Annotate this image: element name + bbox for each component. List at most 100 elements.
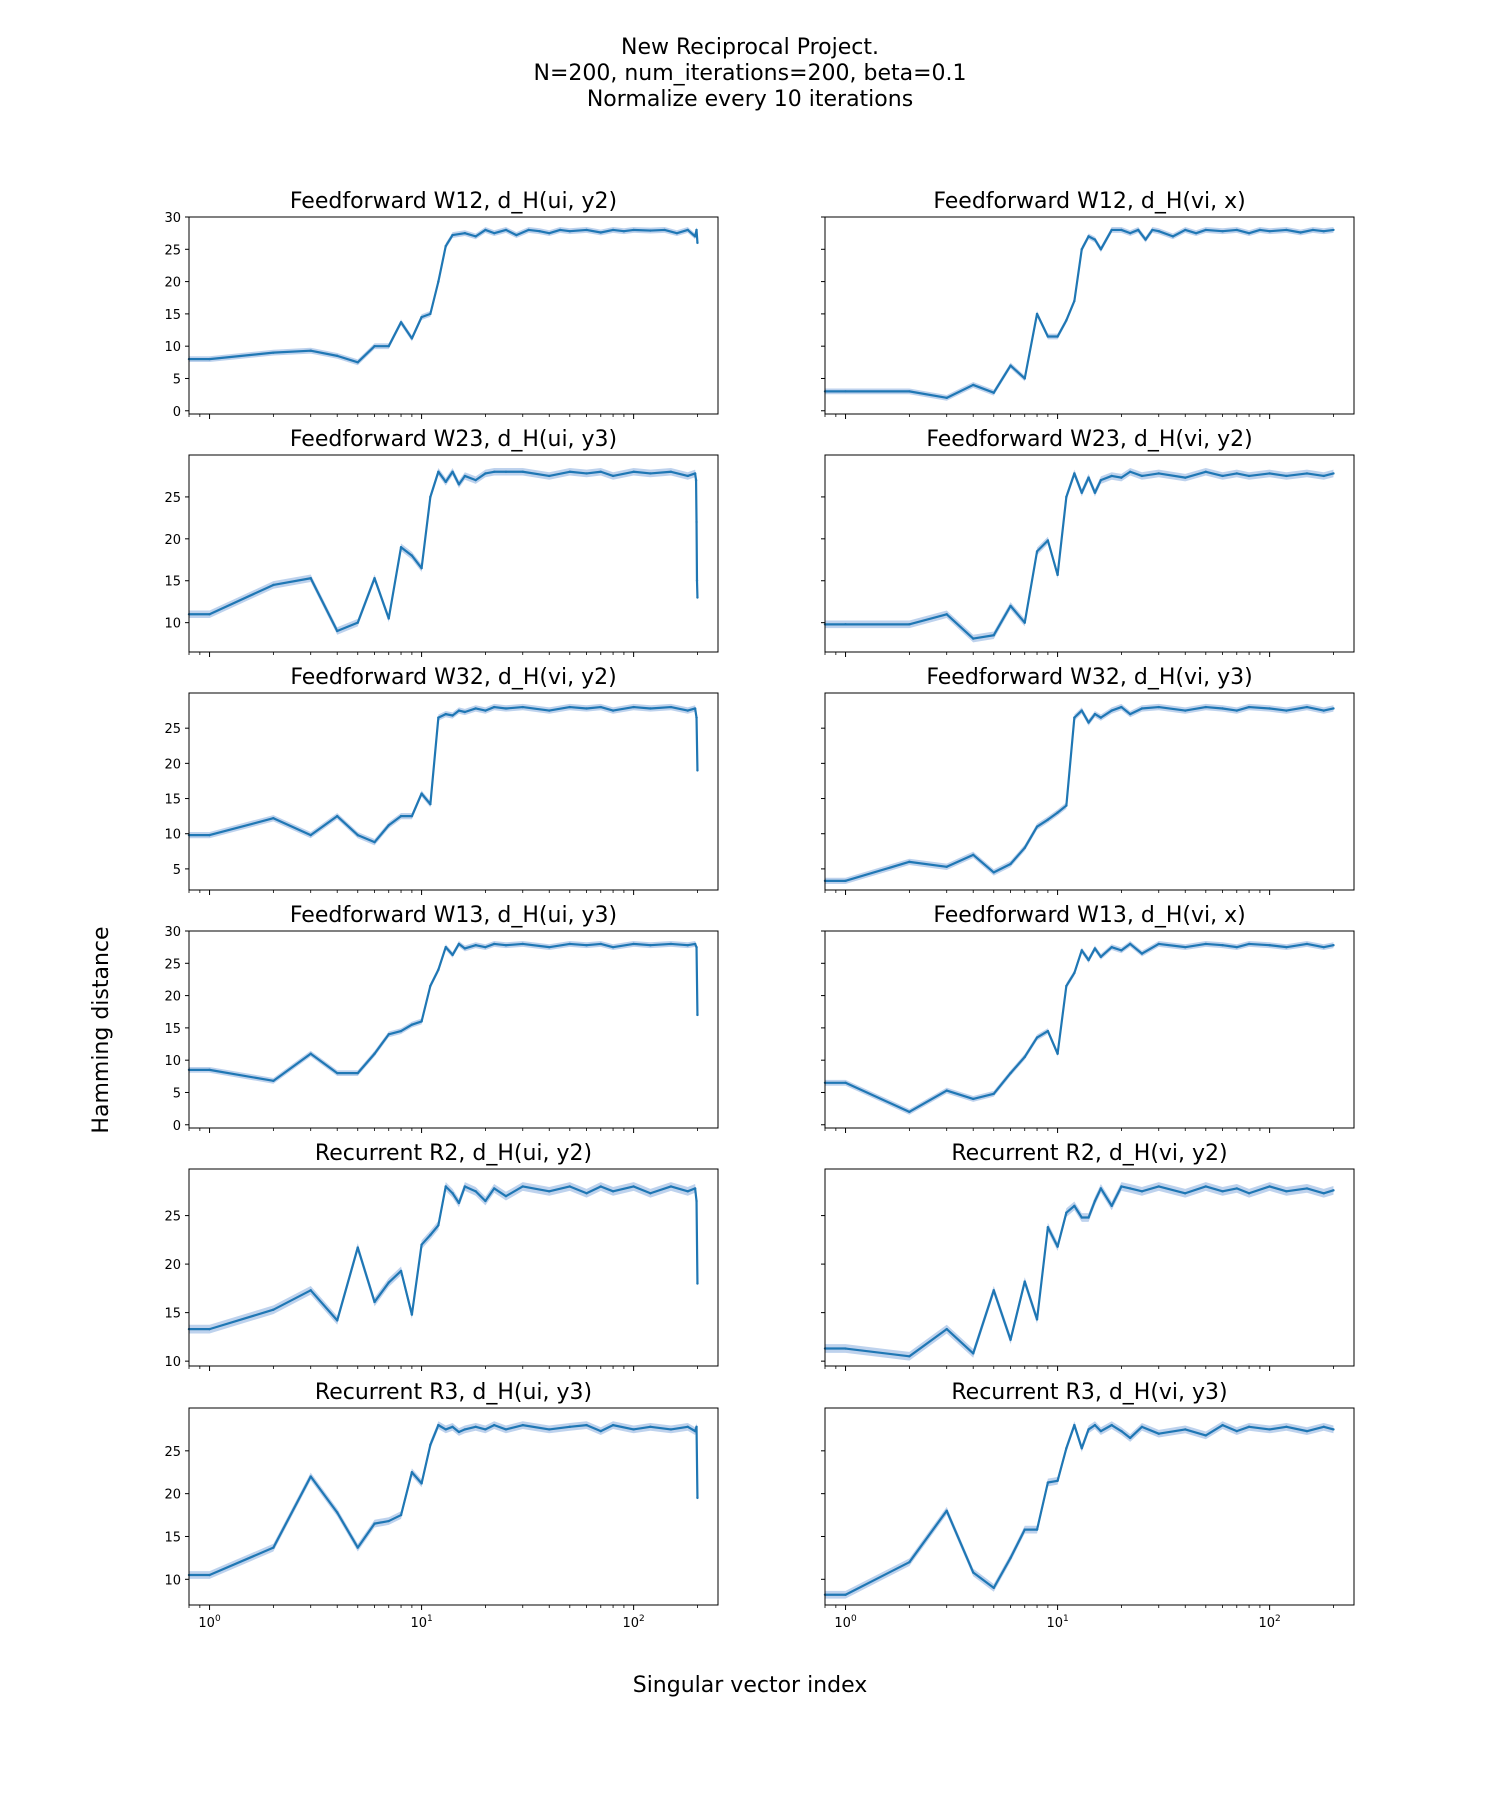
data-point	[1023, 846, 1026, 849]
data-point	[622, 230, 626, 233]
data-point	[387, 1281, 390, 1284]
data-point	[695, 1199, 698, 1203]
data-point	[992, 391, 995, 394]
subplot-title: Feedforward W23, d_H(ui, y3)	[290, 427, 617, 452]
data-point	[548, 1428, 551, 1431]
subplot-7: Feedforward W13, d_H(ui, y3) 0 5 10 15 20 25 30	[164, 903, 719, 1134]
data-point	[429, 984, 432, 988]
data-point	[1157, 472, 1160, 475]
data-point	[504, 1194, 508, 1198]
y-tick-label: 20	[164, 276, 181, 291]
data-point	[695, 579, 699, 582]
data-point	[387, 344, 390, 348]
data-point	[632, 228, 635, 232]
data-point	[844, 390, 847, 393]
data-point	[208, 1068, 211, 1072]
plot-frame	[824, 454, 1355, 653]
y-tick-label: 30	[164, 925, 181, 940]
data-point	[1056, 1052, 1059, 1055]
data-point	[669, 1428, 673, 1431]
data-point	[1332, 1428, 1335, 1431]
y-tick-label: 20	[164, 757, 181, 772]
data-point	[663, 228, 666, 232]
data-point	[599, 1429, 602, 1433]
data-point	[444, 945, 447, 949]
plot-frame	[824, 930, 1355, 1129]
data-point	[1065, 1211, 1068, 1214]
series-line	[189, 1424, 699, 1577]
data-point	[1035, 825, 1039, 828]
data-point	[463, 1428, 467, 1431]
data-point	[492, 470, 496, 473]
data-point	[437, 968, 440, 971]
series-line	[189, 228, 699, 364]
data-point	[585, 1423, 588, 1427]
data-point	[399, 1269, 403, 1273]
data-point	[1120, 949, 1123, 952]
data-point	[1285, 709, 1288, 712]
data-point	[309, 577, 312, 580]
data-point	[1099, 716, 1103, 719]
data-point	[693, 707, 697, 710]
data-point	[1184, 709, 1187, 712]
subplot-2: Feedforward W12, d_H(vi, x)	[821, 189, 1355, 419]
data-point	[1285, 945, 1288, 949]
data-point	[1235, 945, 1238, 949]
y-tick-label: 20	[164, 533, 181, 548]
data-point	[568, 470, 571, 473]
data-point	[1023, 621, 1026, 624]
y-tick-label: 10	[164, 1355, 181, 1370]
data-point	[686, 228, 689, 232]
data-point	[1009, 862, 1012, 866]
data-point	[1128, 712, 1132, 716]
data-point	[399, 321, 403, 324]
data-point	[908, 1355, 911, 1358]
series-line	[189, 1185, 699, 1331]
data-point	[1065, 319, 1068, 322]
data-point	[599, 705, 602, 709]
data-point	[1157, 705, 1160, 709]
data-point	[457, 1201, 461, 1205]
data-point	[1080, 491, 1083, 494]
data-point	[1157, 1432, 1160, 1435]
data-point	[1056, 335, 1059, 338]
data-point	[1087, 1428, 1090, 1431]
data-point	[585, 228, 588, 232]
series-line	[189, 470, 699, 633]
plot-frame	[188, 1168, 719, 1367]
data-point	[1184, 1428, 1187, 1431]
data-point	[1046, 818, 1050, 821]
data-point	[693, 235, 697, 238]
data-point	[1023, 1280, 1026, 1283]
data-point	[437, 716, 440, 719]
data-point	[1258, 228, 1262, 232]
subplot-title: Feedforward W13, d_H(ui, y3)	[290, 903, 617, 928]
data-point	[1221, 1423, 1224, 1427]
data-point	[1023, 1528, 1026, 1531]
data-point	[420, 566, 423, 570]
data-point	[908, 623, 911, 626]
data-point	[945, 1327, 948, 1331]
data-point	[410, 337, 414, 340]
data-point	[1087, 476, 1090, 479]
data-point	[1073, 472, 1076, 475]
data-point	[548, 1190, 551, 1193]
data-point	[669, 705, 673, 709]
data-point	[208, 357, 211, 361]
subplot-8: Feedforward W13, d_H(vi, x)	[821, 903, 1355, 1133]
subplot-5: Feedforward W32, d_H(vi, y2) 5 10 15 20 25	[164, 665, 719, 895]
data-point	[1204, 942, 1207, 946]
data-point	[844, 1347, 847, 1350]
data-point	[1247, 231, 1251, 235]
data-point	[585, 944, 588, 947]
data-point	[429, 312, 432, 316]
y-tick-label: 0	[173, 405, 181, 420]
data-point	[585, 1192, 588, 1195]
data-point	[1056, 1245, 1059, 1248]
data-point	[1093, 712, 1097, 716]
data-point	[1221, 230, 1224, 233]
data-point	[373, 840, 376, 844]
data-point	[695, 1425, 698, 1429]
data-point	[1322, 945, 1325, 949]
data-point	[521, 1423, 524, 1427]
